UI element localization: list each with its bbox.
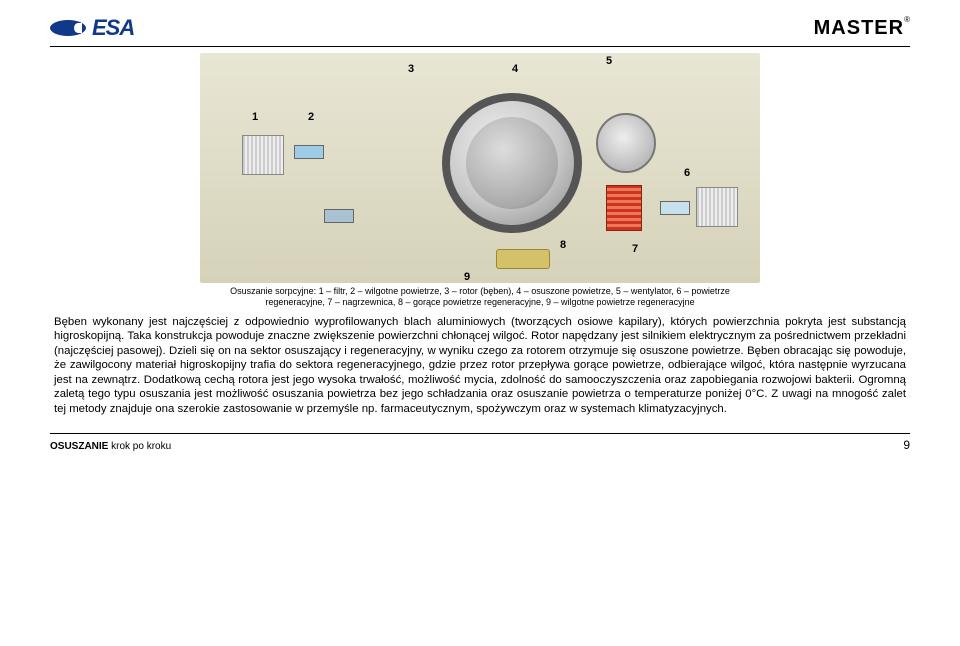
filter-right-icon bbox=[696, 187, 738, 227]
regen-air-icon bbox=[660, 201, 690, 215]
wet-regen-icon bbox=[324, 209, 354, 223]
footer-title: OSUSZANIE krok po kroku bbox=[50, 441, 171, 452]
sorption-diagram: 1 2 3 4 5 6 7 8 9 bbox=[200, 53, 760, 283]
diagram-label-6: 6 bbox=[684, 167, 690, 179]
fan-icon bbox=[596, 113, 656, 173]
diagram-label-4: 4 bbox=[512, 63, 518, 75]
diagram-label-7: 7 bbox=[632, 243, 638, 255]
header-divider bbox=[50, 46, 910, 47]
master-logo: MASTER ® bbox=[814, 17, 910, 40]
desa-oval-icon bbox=[50, 20, 86, 36]
diagram-label-3: 3 bbox=[408, 63, 414, 75]
caption-line-2: regeneracyjne, 7 – nagrzewnica, 8 – gorą… bbox=[84, 297, 876, 308]
page-number: 9 bbox=[903, 438, 910, 452]
humid-air-icon bbox=[294, 145, 324, 159]
diagram-label-1: 1 bbox=[252, 111, 258, 123]
footer-title-bold: OSUSZANIE bbox=[50, 441, 108, 452]
desa-logo: ESA bbox=[50, 15, 134, 41]
rotor-icon bbox=[442, 93, 582, 233]
master-logo-text: MASTER bbox=[814, 17, 904, 40]
body-paragraph: Bęben wykonany jest najczęściej z odpowi… bbox=[54, 315, 906, 417]
page-footer: OSUSZANIE krok po kroku 9 bbox=[50, 438, 910, 452]
page-header: ESA MASTER ® bbox=[50, 12, 910, 44]
diagram-caption: Osuszanie sorpcyjne: 1 – filtr, 2 – wilg… bbox=[84, 286, 876, 309]
caption-line-1: Osuszanie sorpcyjne: 1 – filtr, 2 – wilg… bbox=[84, 286, 876, 297]
footer-divider bbox=[50, 433, 910, 434]
diagram-label-5: 5 bbox=[606, 55, 612, 67]
diagram-label-2: 2 bbox=[308, 111, 314, 123]
heating-coil-icon bbox=[606, 185, 642, 231]
diagram-label-9: 9 bbox=[464, 271, 470, 283]
footer-title-rest: krok po kroku bbox=[108, 441, 171, 452]
diagram-label-8: 8 bbox=[560, 239, 566, 251]
heater-icon bbox=[496, 249, 550, 269]
registered-icon: ® bbox=[904, 15, 910, 24]
desa-logo-text: ESA bbox=[92, 15, 134, 41]
filter-left-icon bbox=[242, 135, 284, 175]
